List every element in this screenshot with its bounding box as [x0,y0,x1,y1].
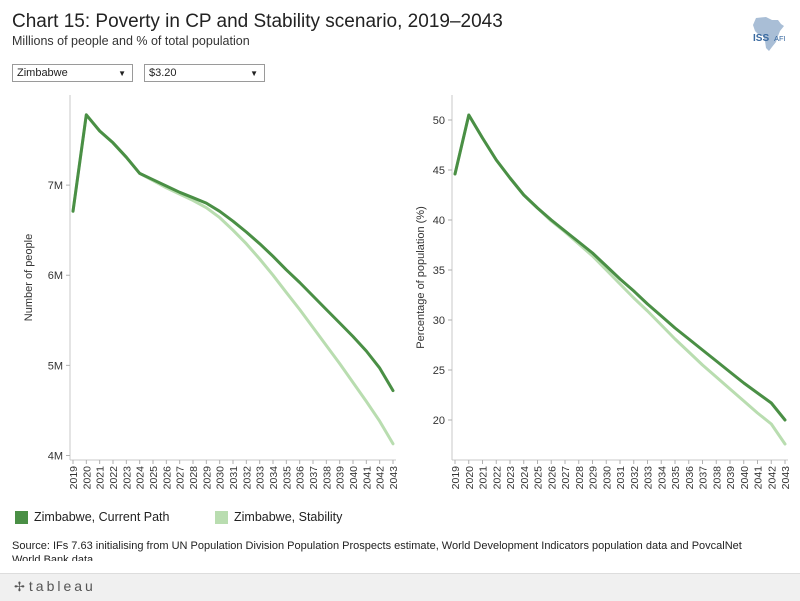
pct-x-tick-label: 2019 [450,466,462,490]
people-y-tick-label: 4M [48,450,63,462]
people-y-axis-label: Number of people [23,234,35,321]
logo-secondary-text: AFI [774,34,786,43]
pct-x-tick-label: 2042 [766,466,778,490]
people-x-tick-label: 2037 [308,466,320,490]
pct-y-tick-label: 45 [433,165,445,177]
pct-x-tick-label: 2027 [560,466,572,490]
pct-x-tick-label: 2026 [546,466,558,490]
pct-y-tick-label: 25 [433,365,445,377]
people-x-tick-label: 2026 [161,466,173,490]
chevron-down-icon: ▼ [250,69,258,78]
people-x-tick-label: 2036 [295,466,307,490]
legend-label: Zimbabwe, Current Path [34,510,170,524]
pct-x-tick-label: 2032 [629,466,641,490]
people-x-tick-label: 2019 [68,466,80,490]
people-x-tick-label: 2041 [361,466,373,490]
chart-title: Chart 15: Poverty in CP and Stability sc… [12,11,503,32]
people-y-tick-label: 7M [48,180,63,192]
pct-series-line-current-path [453,113,787,422]
pct-x-tick-label: 2029 [588,466,600,490]
logo-primary-text: ISS [753,33,769,44]
people-x-tick-label: 2034 [268,466,280,490]
people-x-tick-label: 2040 [348,466,360,490]
threshold-select[interactable]: $3.20 ▼ [144,64,265,82]
people-x-tick-label: 2042 [375,466,387,490]
pct-x-tick-label: 2043 [780,466,792,490]
pct-x-tick-label: 2033 [643,466,655,490]
tableau-logo[interactable]: ✢ tableau [14,578,96,595]
pct-y-tick-label: 35 [433,265,445,277]
source-note: Source: IFs 7.63 initialising from UN Po… [12,540,742,561]
people-x-tick-label: 2023 [121,466,133,490]
iss-africa-logo: ISS AFI [753,17,786,51]
people-x-tick-label: 2025 [148,466,160,490]
legend-swatch [215,510,228,524]
pct-x-tick-label: 2030 [601,466,613,490]
pct-x-tick-label: 2040 [739,466,751,490]
tableau-brand-text: tableau [28,578,96,594]
people-x-tick-label: 2024 [135,466,147,490]
pct-y-tick-label: 40 [433,215,445,227]
people-x-tick-label: 2033 [255,466,267,490]
pct-x-tick-label: 2035 [670,466,682,490]
people-x-tick-label: 2032 [241,466,253,490]
pct-x-tick-label: 2028 [574,466,586,490]
people-x-tick-label: 2029 [201,466,213,490]
pct-x-tick-label: 2039 [725,466,737,490]
people-series-line-stability [71,113,395,446]
tableau-icon: ✢ [14,579,25,594]
people-y-tick-label: 6M [48,270,63,282]
people-series-line-current-path [71,113,395,393]
country-select[interactable]: Zimbabwe ▼ [12,64,133,82]
people-x-tick-label: 2021 [95,466,107,490]
people-x-tick-label: 2020 [81,466,93,490]
pct-x-tick-label: 2023 [505,466,517,490]
chevron-down-icon: ▼ [118,69,126,78]
people-x-tick-label: 2035 [281,466,293,490]
country-select-value: Zimbabwe [17,67,68,79]
threshold-select-value: $3.20 [149,67,177,79]
footer-bar: ✢ tableau [0,573,800,601]
pct-x-tick-label: 2038 [711,466,723,490]
legend-label: Zimbabwe, Stability [234,510,343,524]
pct-x-tick-label: 2022 [491,466,503,490]
pct-x-tick-label: 2031 [615,466,627,490]
pct-y-tick-label: 30 [433,315,445,327]
pct-y-tick-label: 50 [433,115,445,127]
people-x-tick-label: 2027 [175,466,187,490]
pct-y-axis-label: Percentage of population (%) [415,206,427,348]
pct-x-tick-label: 2020 [464,466,476,490]
people-x-tick-label: 2039 [335,466,347,490]
pct-x-tick-label: 2024 [519,466,531,490]
people-x-tick-label: 2038 [321,466,333,490]
pct-y-tick-label: 20 [433,415,445,427]
legend-swatch [15,510,28,524]
pct-x-tick-label: 2025 [533,466,545,490]
pct-x-tick-label: 2034 [656,466,668,490]
people-x-tick-label: 2030 [215,466,227,490]
people-x-tick-label: 2028 [188,466,200,490]
people-x-tick-label: 2043 [388,466,400,490]
pct-x-tick-label: 2036 [684,466,696,490]
people-x-tick-label: 2022 [108,466,120,490]
legend-item-current-path[interactable]: Zimbabwe, Current Path [15,510,169,524]
legend-item-stability[interactable]: Zimbabwe, Stability [215,510,342,524]
people-x-tick-label: 2031 [228,466,240,490]
chart-subtitle: Millions of people and % of total popula… [12,34,250,48]
pct-x-tick-label: 2021 [478,466,490,490]
africa-map-icon [753,17,784,51]
pct-x-tick-label: 2037 [698,466,710,490]
pct-x-tick-label: 2041 [753,466,765,490]
people-y-tick-label: 5M [48,360,63,372]
